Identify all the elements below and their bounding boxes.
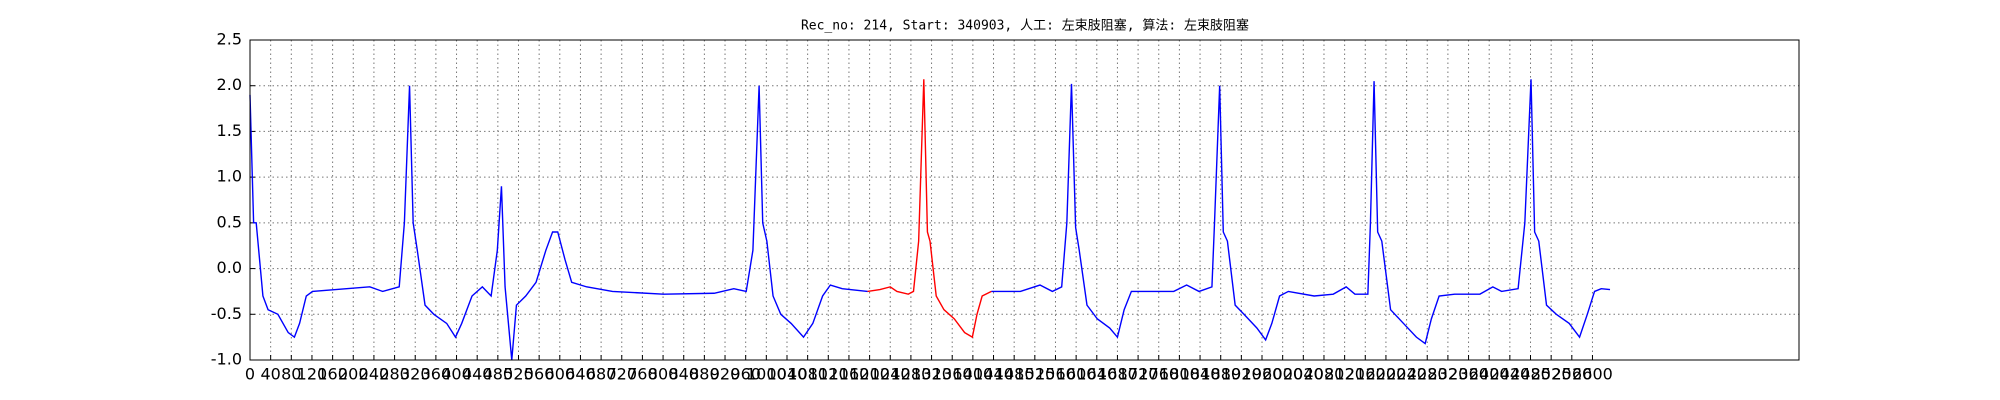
x-tick-label: 1480 bbox=[994, 365, 1035, 384]
x-tick-label: 2080 bbox=[1304, 365, 1345, 384]
x-tick-label: 1880 bbox=[1200, 365, 1241, 384]
x-tick-label: 1400 bbox=[953, 365, 994, 384]
x-tick-label: 2440 bbox=[1489, 365, 1530, 384]
x-tick-label: 0 bbox=[245, 365, 255, 384]
x-tick-label: 1120 bbox=[808, 365, 849, 384]
x-tick-label: 1160 bbox=[829, 365, 870, 384]
y-tick-label: 2.0 bbox=[217, 75, 242, 94]
x-tick-label: 1320 bbox=[911, 365, 952, 384]
x-tick-label: 640 bbox=[565, 365, 596, 384]
x-tick-label: 680 bbox=[586, 365, 617, 384]
x-tick-label: 600 bbox=[545, 365, 576, 384]
x-tick-label: 1200 bbox=[849, 365, 890, 384]
y-tick-label: 0.0 bbox=[217, 258, 242, 277]
x-tick-label: 2120 bbox=[1324, 365, 1365, 384]
x-tick-label: 2000 bbox=[1262, 365, 1303, 384]
x-tick-label: 2320 bbox=[1428, 365, 1469, 384]
y-tick-label: 1.0 bbox=[217, 167, 242, 186]
y-tick-label: -0.5 bbox=[211, 304, 242, 323]
x-tick-label: 160 bbox=[317, 365, 348, 384]
ecg-line bbox=[991, 79, 1611, 345]
x-tick-label: 840 bbox=[668, 365, 699, 384]
x-tick-label: 1960 bbox=[1242, 365, 1283, 384]
x-tick-label: 1520 bbox=[1014, 365, 1055, 384]
y-tick-label: -1.0 bbox=[211, 350, 242, 369]
x-tick-label: 2400 bbox=[1469, 365, 1510, 384]
x-tick-label: 240 bbox=[359, 365, 390, 384]
x-tick-label: 960 bbox=[730, 365, 761, 384]
x-tick-label: 1680 bbox=[1097, 365, 1138, 384]
x-tick-label: 480 bbox=[483, 365, 514, 384]
x-tick-label: 1360 bbox=[932, 365, 973, 384]
x-tick-label: 1800 bbox=[1159, 365, 1200, 384]
x-tick-label: 1240 bbox=[870, 365, 911, 384]
x-tick-label: 800 bbox=[648, 365, 679, 384]
x-tick-label: 2520 bbox=[1531, 365, 1572, 384]
y-tick-label: 1.5 bbox=[217, 121, 242, 140]
x-tick-label: 520 bbox=[503, 365, 534, 384]
x-tick-label: 920 bbox=[710, 365, 741, 384]
x-tick-label: 120 bbox=[297, 365, 328, 384]
x-tick-label: 1560 bbox=[1035, 365, 1076, 384]
ecg-line bbox=[867, 79, 992, 339]
x-tick-label: 2360 bbox=[1448, 365, 1489, 384]
x-tick-label: 1280 bbox=[891, 365, 932, 384]
x-tick-label: 760 bbox=[627, 365, 658, 384]
x-tick-label: 440 bbox=[462, 365, 493, 384]
x-tick-label: 2160 bbox=[1345, 365, 1386, 384]
x-tick-label: 2480 bbox=[1510, 365, 1551, 384]
x-tick-label: 2240 bbox=[1386, 365, 1427, 384]
x-tick-label: 80 bbox=[281, 365, 301, 384]
x-tick-label: 1000 bbox=[746, 365, 787, 384]
x-tick-label: 2040 bbox=[1283, 365, 1324, 384]
y-tick-label: 2.5 bbox=[217, 30, 242, 49]
x-tick-label: 1080 bbox=[787, 365, 828, 384]
x-tick-label: 1440 bbox=[973, 365, 1014, 384]
x-tick-label: 2200 bbox=[1366, 365, 1407, 384]
x-tick-label: 1840 bbox=[1180, 365, 1221, 384]
x-tick-label: 200 bbox=[338, 365, 369, 384]
x-tick-label: 40 bbox=[260, 365, 280, 384]
x-tick-label: 880 bbox=[689, 365, 720, 384]
x-tick-label: 1040 bbox=[767, 365, 808, 384]
x-tick-label: 2560 bbox=[1551, 365, 1592, 384]
x-tick-label: 360 bbox=[421, 365, 452, 384]
x-tick-label: 2280 bbox=[1407, 365, 1448, 384]
x-tick-label: 1920 bbox=[1221, 365, 1262, 384]
x-tick-label: 560 bbox=[524, 365, 555, 384]
x-tick-label: 1720 bbox=[1118, 365, 1159, 384]
x-tick-label: 400 bbox=[441, 365, 472, 384]
y-tick-label: 0.5 bbox=[217, 212, 242, 231]
plot-frame bbox=[249, 39, 1800, 361]
x-tick-label: 1640 bbox=[1076, 365, 1117, 384]
chart-title: Rec_no: 214, Start: 340903, 人工: 左束肢阻塞, 算… bbox=[801, 18, 1249, 34]
x-tick-label: 1760 bbox=[1138, 365, 1179, 384]
ecg-line bbox=[249, 85, 868, 361]
x-tick-label: 1600 bbox=[1056, 365, 1097, 384]
x-tick-label: 320 bbox=[400, 365, 431, 384]
x-tick-label: 720 bbox=[606, 365, 637, 384]
x-tick-label: 2600 bbox=[1572, 365, 1613, 384]
x-tick-label: 280 bbox=[379, 365, 410, 384]
